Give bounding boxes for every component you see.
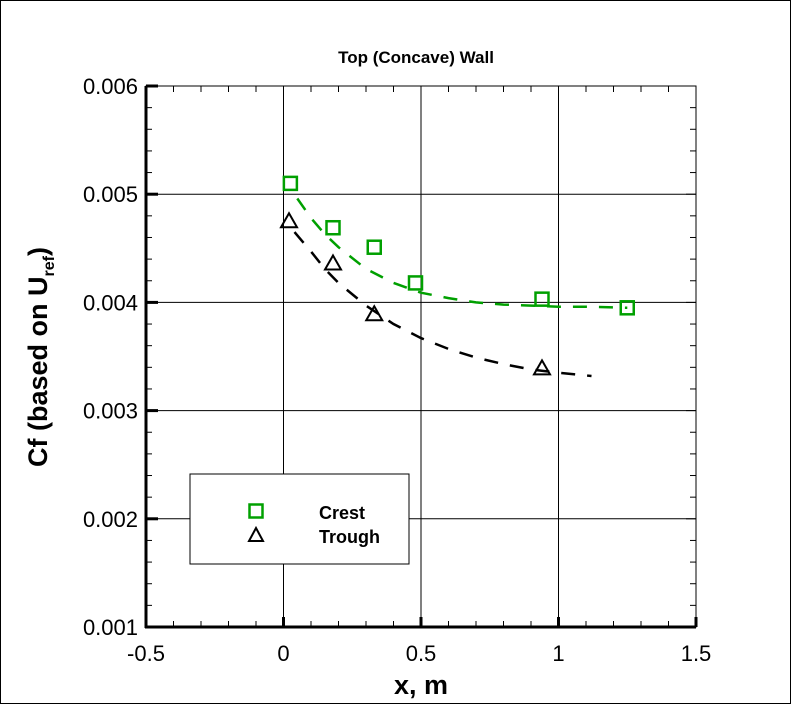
crest-point <box>282 175 299 192</box>
crest-point <box>366 239 382 255</box>
y-axis-label-main: Cf (based on U <box>23 276 53 467</box>
trough-point <box>532 358 552 376</box>
crest-point <box>407 275 424 291</box>
y-tick-label: 0.002 <box>83 507 138 532</box>
crest-point <box>619 300 635 316</box>
y-tick-label: 0.003 <box>83 399 138 424</box>
trough-point <box>279 211 299 229</box>
crest-point <box>325 219 341 236</box>
crest-fit-line <box>296 197 628 310</box>
legend-label-trough: Trough <box>319 527 380 547</box>
fit-lines <box>293 197 628 378</box>
x-tick-label: 1.5 <box>681 641 712 666</box>
legend-box <box>189 473 410 565</box>
x-tick-label: 0.5 <box>406 641 437 666</box>
chart-title: Top (Concave) Wall <box>338 48 494 67</box>
x-tick-label: 1 <box>552 641 564 666</box>
y-tick-label: 0.004 <box>83 290 138 315</box>
x-tick-label: 0 <box>277 641 289 666</box>
y-tick-label: 0.001 <box>83 615 138 640</box>
y-axis-label-close: ) <box>23 247 53 256</box>
data-points <box>279 175 635 376</box>
y-tick-label: 0.005 <box>83 182 138 207</box>
legend: Crest Trough <box>189 473 410 565</box>
trough-fit-line <box>293 231 592 378</box>
y-tick-label: 0.006 <box>83 74 138 99</box>
trough-point <box>323 253 343 271</box>
legend-square-marker-icon <box>248 503 264 519</box>
trough-point <box>364 304 384 322</box>
y-axis-label-subscript: ref <box>41 255 58 276</box>
y-axis-label: Cf (based on Uref) <box>23 247 58 467</box>
legend-triangle-marker-icon <box>247 525 265 542</box>
tick-labels: -0.5 0 0.5 1 1.5 0.001 0.002 0.003 0.004 0.005 0.0… <box>83 74 711 666</box>
x-axis-label: x, m <box>394 670 448 700</box>
x-tick-label: -0.5 <box>127 641 165 666</box>
crest-point <box>534 291 550 307</box>
legend-label-crest: Crest <box>319 503 365 523</box>
